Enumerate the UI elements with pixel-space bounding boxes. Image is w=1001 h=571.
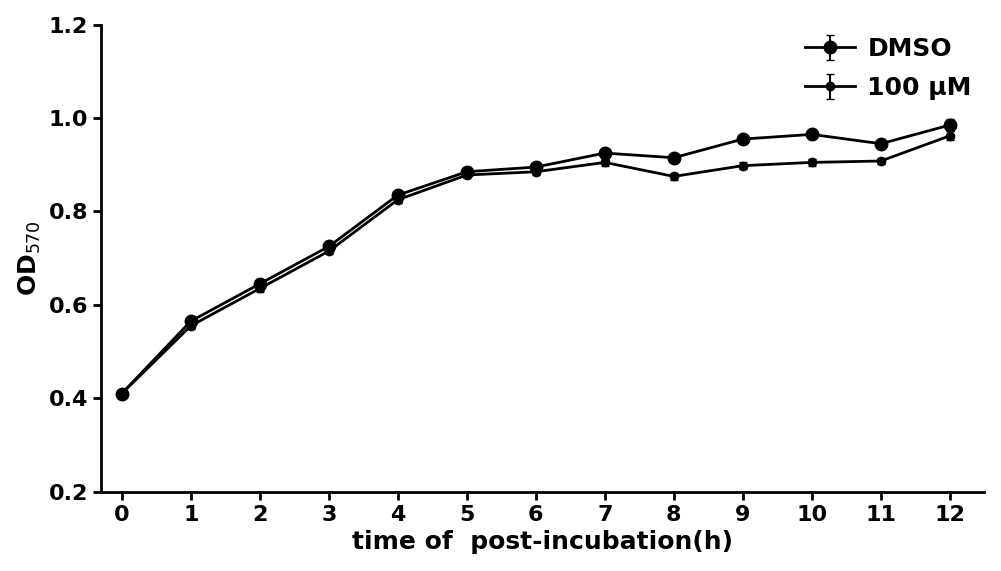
Legend: DMSO, 100 μM: DMSO, 100 μM xyxy=(805,37,972,100)
Y-axis label: OD$_{570}$: OD$_{570}$ xyxy=(17,220,43,296)
X-axis label: time of  post-incubation(h): time of post-incubation(h) xyxy=(352,530,733,554)
